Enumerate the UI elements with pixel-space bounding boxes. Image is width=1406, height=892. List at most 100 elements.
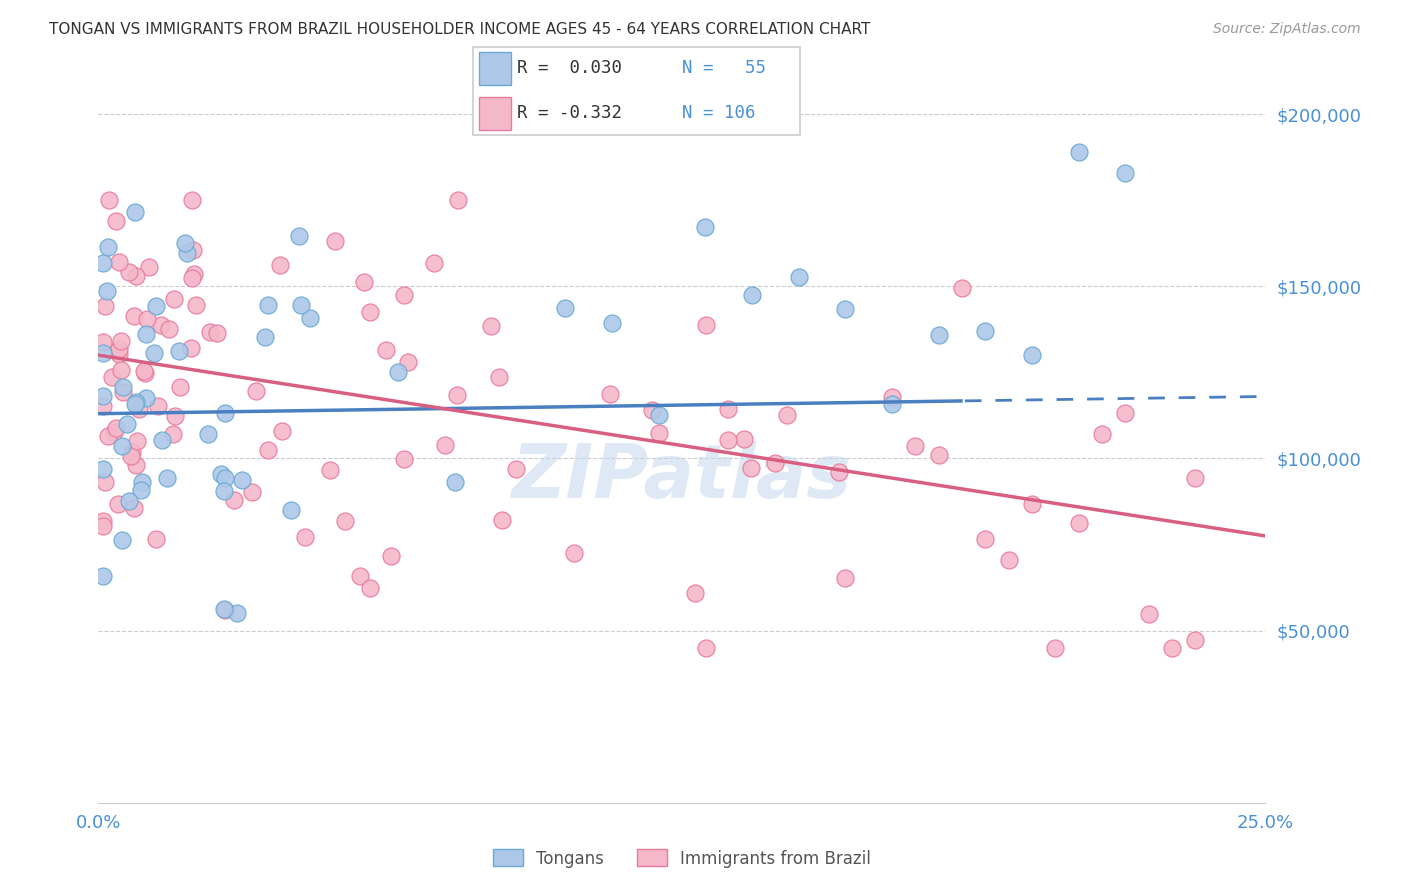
Point: [103, 425, 125, 439]
Point: [214, 603, 236, 617]
Text: R = -0.332: R = -0.332: [517, 104, 623, 122]
Point: [683, 586, 706, 600]
Point: [214, 470, 236, 484]
Point: [974, 532, 997, 546]
Point: [1161, 640, 1184, 655]
Point: [763, 456, 786, 470]
Point: [1137, 607, 1160, 621]
Point: [135, 326, 157, 341]
Point: [122, 309, 145, 323]
Point: [254, 329, 277, 343]
Point: [269, 258, 291, 272]
Point: [120, 449, 142, 463]
Point: [145, 299, 167, 313]
Point: [129, 483, 152, 498]
Point: [124, 205, 146, 219]
Point: [97, 428, 120, 442]
Point: [180, 341, 202, 355]
Point: [834, 301, 856, 316]
Point: [433, 438, 456, 452]
Point: [97, 240, 120, 254]
Point: [183, 267, 205, 281]
Point: [647, 408, 669, 422]
Point: [101, 370, 124, 384]
Point: [94, 475, 117, 490]
Point: [181, 271, 204, 285]
Point: [169, 380, 191, 394]
Text: N = 106: N = 106: [682, 104, 756, 122]
Point: [132, 364, 155, 378]
Point: [108, 342, 131, 356]
Point: [110, 334, 132, 348]
Point: [176, 246, 198, 260]
Point: [91, 346, 114, 360]
Point: [257, 298, 280, 312]
Point: [298, 310, 321, 325]
Point: [880, 397, 903, 411]
Point: [245, 384, 267, 399]
Point: [226, 607, 249, 621]
Point: [446, 388, 468, 402]
Point: [741, 288, 763, 302]
Point: [145, 533, 167, 547]
Point: [380, 549, 402, 563]
Point: [174, 236, 197, 251]
Point: [323, 234, 346, 248]
FancyBboxPatch shape: [479, 96, 510, 130]
Point: [505, 461, 527, 475]
Text: TONGAN VS IMMIGRANTS FROM BRAZIL HOUSEHOLDER INCOME AGES 45 - 64 YEARS CORRELATI: TONGAN VS IMMIGRANTS FROM BRAZIL HOUSEHO…: [49, 22, 870, 37]
Point: [131, 475, 153, 489]
Point: [181, 193, 204, 207]
Point: [554, 301, 576, 315]
Point: [104, 213, 127, 227]
Point: [695, 220, 717, 235]
Point: [648, 425, 671, 440]
Point: [1045, 640, 1067, 655]
Point: [91, 514, 114, 528]
Point: [280, 502, 302, 516]
Point: [240, 485, 263, 500]
Point: [125, 268, 148, 283]
Point: [91, 256, 114, 270]
Point: [349, 569, 371, 583]
Text: R =  0.030: R = 0.030: [517, 60, 623, 78]
Point: [91, 334, 114, 349]
Point: [827, 465, 849, 479]
Point: [143, 346, 166, 360]
Point: [904, 439, 927, 453]
Point: [695, 318, 717, 332]
Point: [1067, 145, 1090, 159]
Point: [125, 434, 148, 448]
Point: [641, 403, 664, 417]
Point: [134, 366, 156, 380]
Point: [111, 533, 134, 548]
Point: [834, 571, 856, 585]
Point: [600, 316, 623, 330]
Point: [157, 322, 180, 336]
Point: [776, 408, 799, 422]
Point: [443, 475, 465, 489]
Point: [270, 424, 292, 438]
Point: [96, 284, 118, 298]
Point: [156, 471, 179, 485]
Point: [214, 602, 236, 616]
Point: [107, 497, 129, 511]
Point: [98, 193, 121, 207]
Point: [146, 399, 169, 413]
Point: [491, 513, 513, 527]
Point: [118, 264, 141, 278]
Point: [1184, 633, 1206, 648]
Point: [181, 244, 204, 258]
Point: [214, 406, 236, 420]
Point: [1067, 516, 1090, 530]
Point: [733, 432, 755, 446]
Point: [91, 389, 114, 403]
Text: ZIPatlas: ZIPatlas: [512, 441, 852, 514]
Point: [231, 473, 253, 487]
Point: [928, 328, 950, 343]
Point: [135, 311, 157, 326]
Point: [392, 288, 415, 302]
Point: [111, 380, 134, 394]
Point: [375, 343, 398, 357]
Point: [1021, 348, 1043, 362]
